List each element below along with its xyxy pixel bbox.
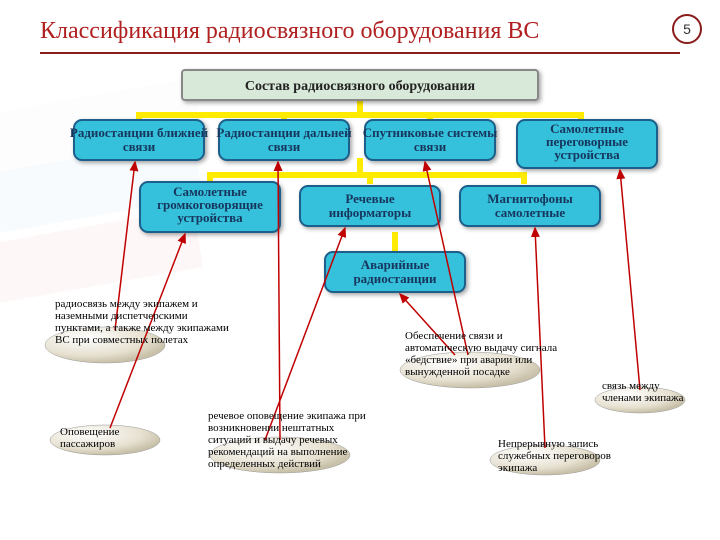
callout-2: Оповещение пассажиров — [60, 426, 170, 450]
row1: Радиостанции ближнейсвязи Радиостанции д… — [70, 120, 657, 168]
svg-text:Аварийныерадиостанции: Аварийныерадиостанции — [353, 257, 437, 286]
slide: Классификация радиосвязного оборудования… — [0, 0, 720, 540]
callout-4: Обеспечение связи и автоматическую выдач… — [405, 330, 565, 378]
callout-5: Непрерывную запись служебных переговоров… — [498, 438, 618, 474]
callout-6: связь между членами экипажа — [602, 380, 692, 404]
header-text: Состав радиосвязного оборудования — [245, 79, 476, 94]
svg-text:Самолетныепереговорныеустройст: Самолетныепереговорныеустройства — [546, 121, 628, 162]
callout-3: речевое оповещение экипажа при возникнов… — [208, 410, 378, 470]
row2: Самолетныегромкоговорящиеустройства Рече… — [140, 182, 600, 232]
svg-text:Магнитофонысамолетные: Магнитофонысамолетные — [487, 191, 573, 220]
callout-1: радиосвязь между экипажем и наземными ди… — [55, 298, 235, 346]
diagram: Состав радиосвязного оборудования Радиос… — [0, 0, 720, 540]
